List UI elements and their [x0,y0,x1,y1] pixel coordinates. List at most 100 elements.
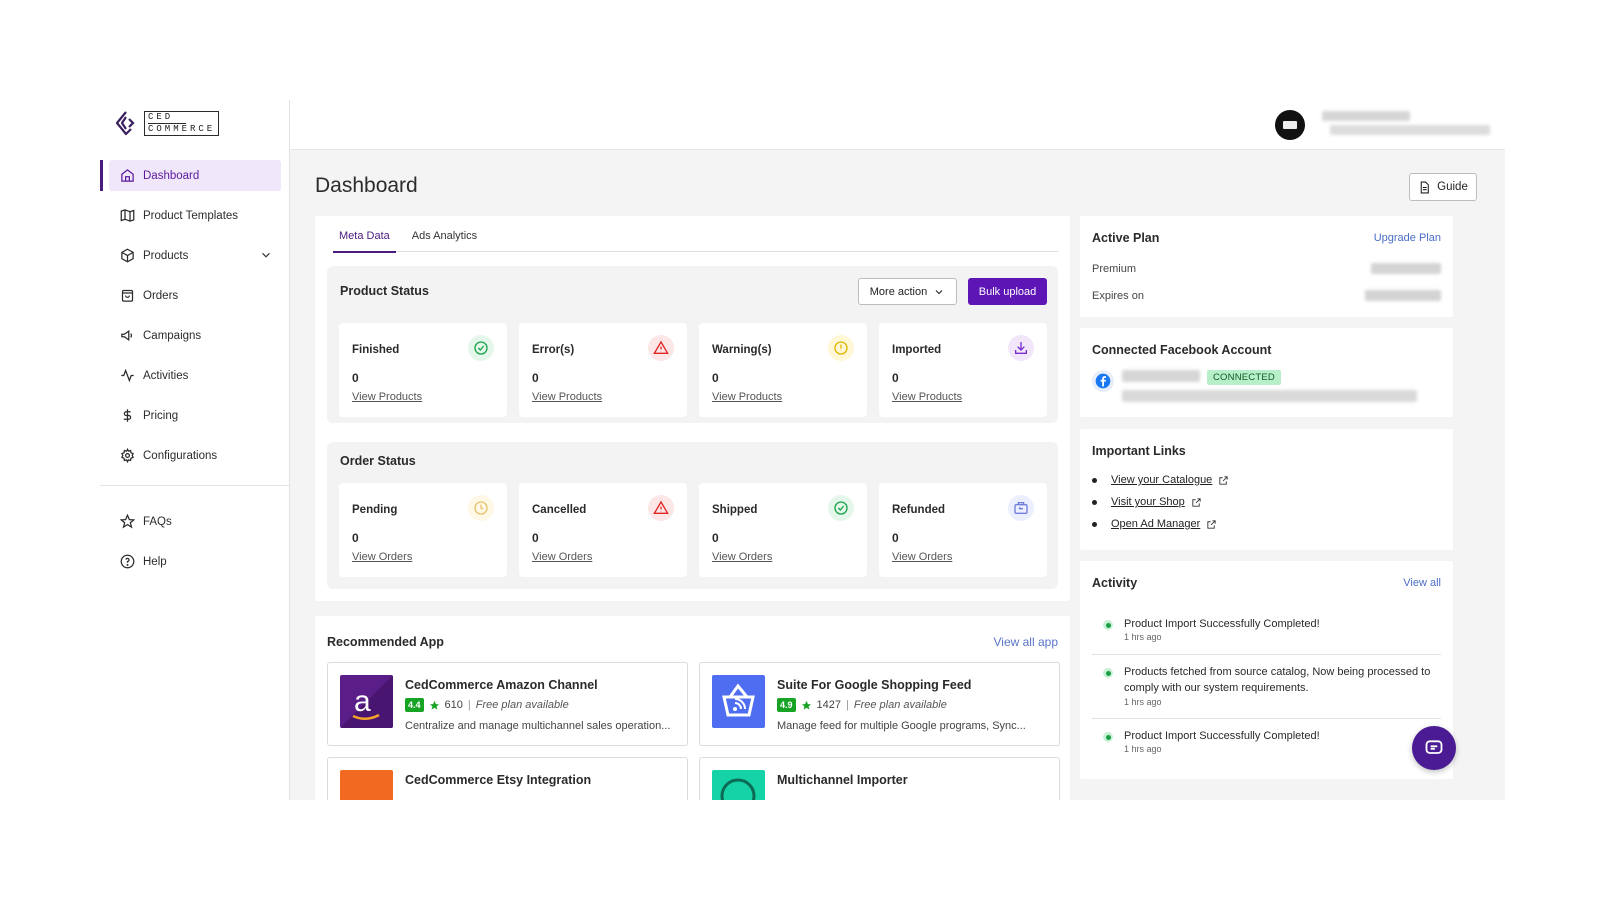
external-link-icon [1219,475,1228,485]
view-products-link[interactable]: View Products [532,391,603,403]
app-name: CedCommerce Amazon Channel [405,678,598,692]
sidebar-item-products[interactable]: Products [109,240,281,271]
chevron-down-icon[interactable] [259,248,273,262]
external-link-icon [1207,519,1216,529]
rating-badge: 4.9 [777,698,796,712]
upgrade-plan-link[interactable]: Upgrade Plan [1373,232,1441,244]
app-tile-google-shopping[interactable]: Suite For Google Shopping Feed 4.9 1427 … [699,662,1060,746]
cedcommerce-logo-icon [115,111,135,136]
view-all-app-link[interactable]: View all app [993,635,1059,649]
sidebar-item-label: Pricing [143,409,179,422]
sidebar-nav: Dashboard Product Templates Products O [100,160,290,586]
app-meta: 4.9 1427 | Free plan available [777,698,947,712]
activity-time: 1 hrs ago [1124,632,1162,642]
more-action-button[interactable]: More action [858,278,957,305]
plan-expiry-label: Expires on [1092,290,1144,302]
view-products-link[interactable]: View Products [712,391,783,403]
stat-label: Warning(s) [712,344,772,356]
user-email-redacted [1330,125,1490,135]
product-status-section: Product Status More action Bulk upload F… [327,266,1058,423]
tab-meta-data[interactable]: Meta Data [333,226,396,253]
sidebar-item-pricing[interactable]: Pricing [109,400,281,431]
recommended-app-card: Recommended App View all app a CedCommer… [315,616,1070,800]
app-tile-multichannel-importer[interactable]: Multichannel Importer [699,757,1060,800]
view-orders-link[interactable]: View Orders [532,551,593,563]
view-products-link[interactable]: View Products [352,391,423,403]
stat-card-errors: Error(s) 0 View Products [519,323,687,417]
link-view-catalogue[interactable]: View your Catalogue [1092,474,1229,486]
refund-icon [1008,495,1034,521]
link-text[interactable]: Visit your Shop [1111,496,1185,508]
app-description: Centralize and manage multichannel sales… [405,720,671,732]
etsy-logo-icon [340,770,393,800]
sidebar-item-product-templates[interactable]: Product Templates [109,200,281,231]
stat-value: 0 [712,531,719,545]
brand-logo[interactable]: CED COMMERCE [114,110,220,136]
guide-button[interactable]: Guide [1409,173,1477,201]
tab-ads-analytics[interactable]: Ads Analytics [411,230,478,242]
view-orders-link[interactable]: View Orders [352,551,413,563]
stat-card-warnings: Warning(s) 0 View Products [699,323,867,417]
important-links-title: Important Links [1092,444,1186,458]
active-plan-title: Active Plan [1092,231,1160,245]
clock-icon [468,495,494,521]
stat-card-cancelled: Cancelled 0 View Orders [519,483,687,577]
sidebar-item-label: Product Templates [143,209,239,222]
sidebar-item-faqs[interactable]: FAQs [109,506,281,537]
view-orders-link[interactable]: View Orders [892,551,953,563]
sidebar-item-label: Activities [143,369,189,382]
sidebar-item-orders[interactable]: Orders [109,280,281,311]
link-text[interactable]: Open Ad Manager [1111,518,1201,530]
facebook-account-card: Connected Facebook Account CONNECTED [1080,328,1453,417]
sidebar-item-configurations[interactable]: Configurations [109,440,281,471]
review-count: 1427 [816,699,841,711]
stat-value: 0 [532,531,539,545]
sidebar-item-campaigns[interactable]: Campaigns [109,320,281,351]
stat-label: Shipped [712,504,758,516]
divider [1092,718,1441,719]
megaphone-icon [119,328,135,344]
facebook-icon [1092,370,1114,392]
link-open-ad-manager[interactable]: Open Ad Manager [1092,518,1217,530]
box-icon [119,248,135,264]
amazon-logo-icon: a [340,675,393,728]
sidebar-item-activities[interactable]: Activities [109,360,281,391]
stat-card-shipped: Shipped 0 View Orders [699,483,867,577]
link-text[interactable]: View your Catalogue [1111,474,1213,486]
bulk-upload-button[interactable]: Bulk upload [968,278,1047,305]
sidebar-item-label: Dashboard [143,169,200,182]
sidebar-item-label: FAQs [143,515,172,528]
product-status-title: Product Status [340,284,429,298]
order-status-section: Order Status Pending 0 View Orders Cance… [327,442,1058,589]
sidebar-item-label: Campaigns [143,329,202,342]
guide-button-label: Guide [1437,181,1468,193]
avatar[interactable] [1275,110,1305,140]
rating-badge: 4.4 [405,698,424,712]
stat-card-imported: Imported 0 View Products [879,323,1047,417]
sidebar-item-dashboard[interactable]: Dashboard [100,160,281,191]
chat-button[interactable] [1412,726,1456,770]
sidebar-item-label: Help [143,555,167,568]
activity-title: Activity [1092,576,1138,590]
app-tile-amazon[interactable]: a CedCommerce Amazon Channel 4.4 610 | F… [327,662,688,746]
stat-label: Imported [892,344,942,356]
app-name: Multichannel Importer [777,773,908,787]
activity-text: Products fetched from source catalog, No… [1124,666,1431,694]
sidebar-item-help[interactable]: Help [109,546,281,577]
view-products-link[interactable]: View Products [892,391,963,403]
user-name-redacted [1322,111,1410,121]
help-icon [119,554,135,570]
divider [1092,654,1441,655]
activity-card: Activity View all Product Import Success… [1080,561,1453,779]
stat-value: 0 [892,371,899,385]
app-tile-etsy[interactable]: CedCommerce Etsy Integration [327,757,688,800]
main-content: Dashboard Guide Meta Data Ads Analytics … [290,150,1505,800]
status-dot-icon [1103,620,1113,630]
view-orders-link[interactable]: View Orders [712,551,773,563]
status-badge: CONNECTED [1207,370,1281,385]
top-bar [290,100,1505,150]
view-all-activity-link[interactable]: View all [1403,577,1441,589]
link-visit-shop[interactable]: Visit your Shop [1092,496,1202,508]
plan-expiry-redacted [1365,290,1441,301]
tab-bar: Meta Data Ads Analytics [333,226,1058,253]
